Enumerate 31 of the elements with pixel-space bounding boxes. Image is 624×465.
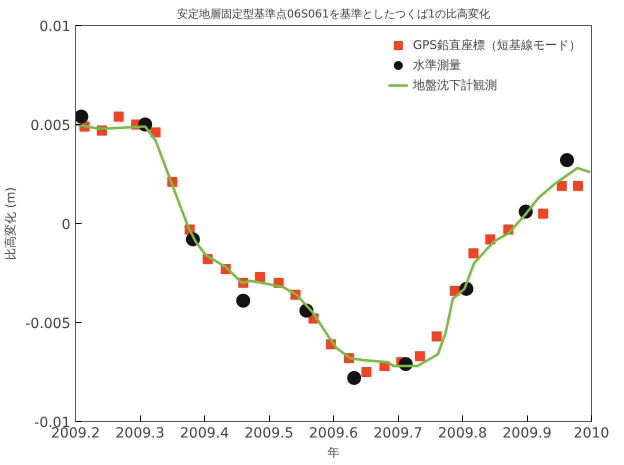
y-tick-label: 0.005 (30, 118, 71, 134)
x-tick-label: 2009.7 (374, 426, 423, 442)
y-tick-label: 0 (62, 217, 71, 233)
point (347, 370, 362, 385)
x-tick-label: 2009.3 (116, 426, 165, 442)
point (572, 180, 583, 191)
x-tick-label: 2009.5 (244, 426, 294, 442)
legend-label: GPS鉛直座標（短基線モード） (412, 36, 581, 54)
legend-label: 地盤沈下計観測 (412, 76, 497, 94)
legend-label: 水準測量 (412, 56, 461, 74)
point (254, 272, 265, 282)
x-axis-title: 年 (328, 446, 340, 460)
chart-title: 安定地層固定型基準点06S061を基準としたつくば1の比高変化 (177, 8, 490, 20)
y-tick-label: 0.01 (39, 19, 70, 35)
point (76, 110, 88, 124)
x-tick-label: 2009.4 (180, 426, 230, 442)
point (236, 294, 250, 308)
x-tick-label: 2010 (574, 426, 610, 442)
y-tick-label: -0.005 (25, 316, 71, 332)
point (114, 112, 124, 122)
point (468, 248, 478, 258)
point (414, 351, 425, 362)
point (556, 180, 567, 191)
y-axis-title: 比高変化 (m) (3, 187, 18, 260)
point (361, 367, 372, 377)
point (560, 153, 574, 168)
x-tick-label: 2009.6 (309, 426, 358, 442)
point (432, 331, 442, 342)
point (538, 208, 548, 219)
x-tick-label: 2009.8 (438, 426, 488, 442)
x-tick-label: 2009.9 (502, 426, 552, 442)
